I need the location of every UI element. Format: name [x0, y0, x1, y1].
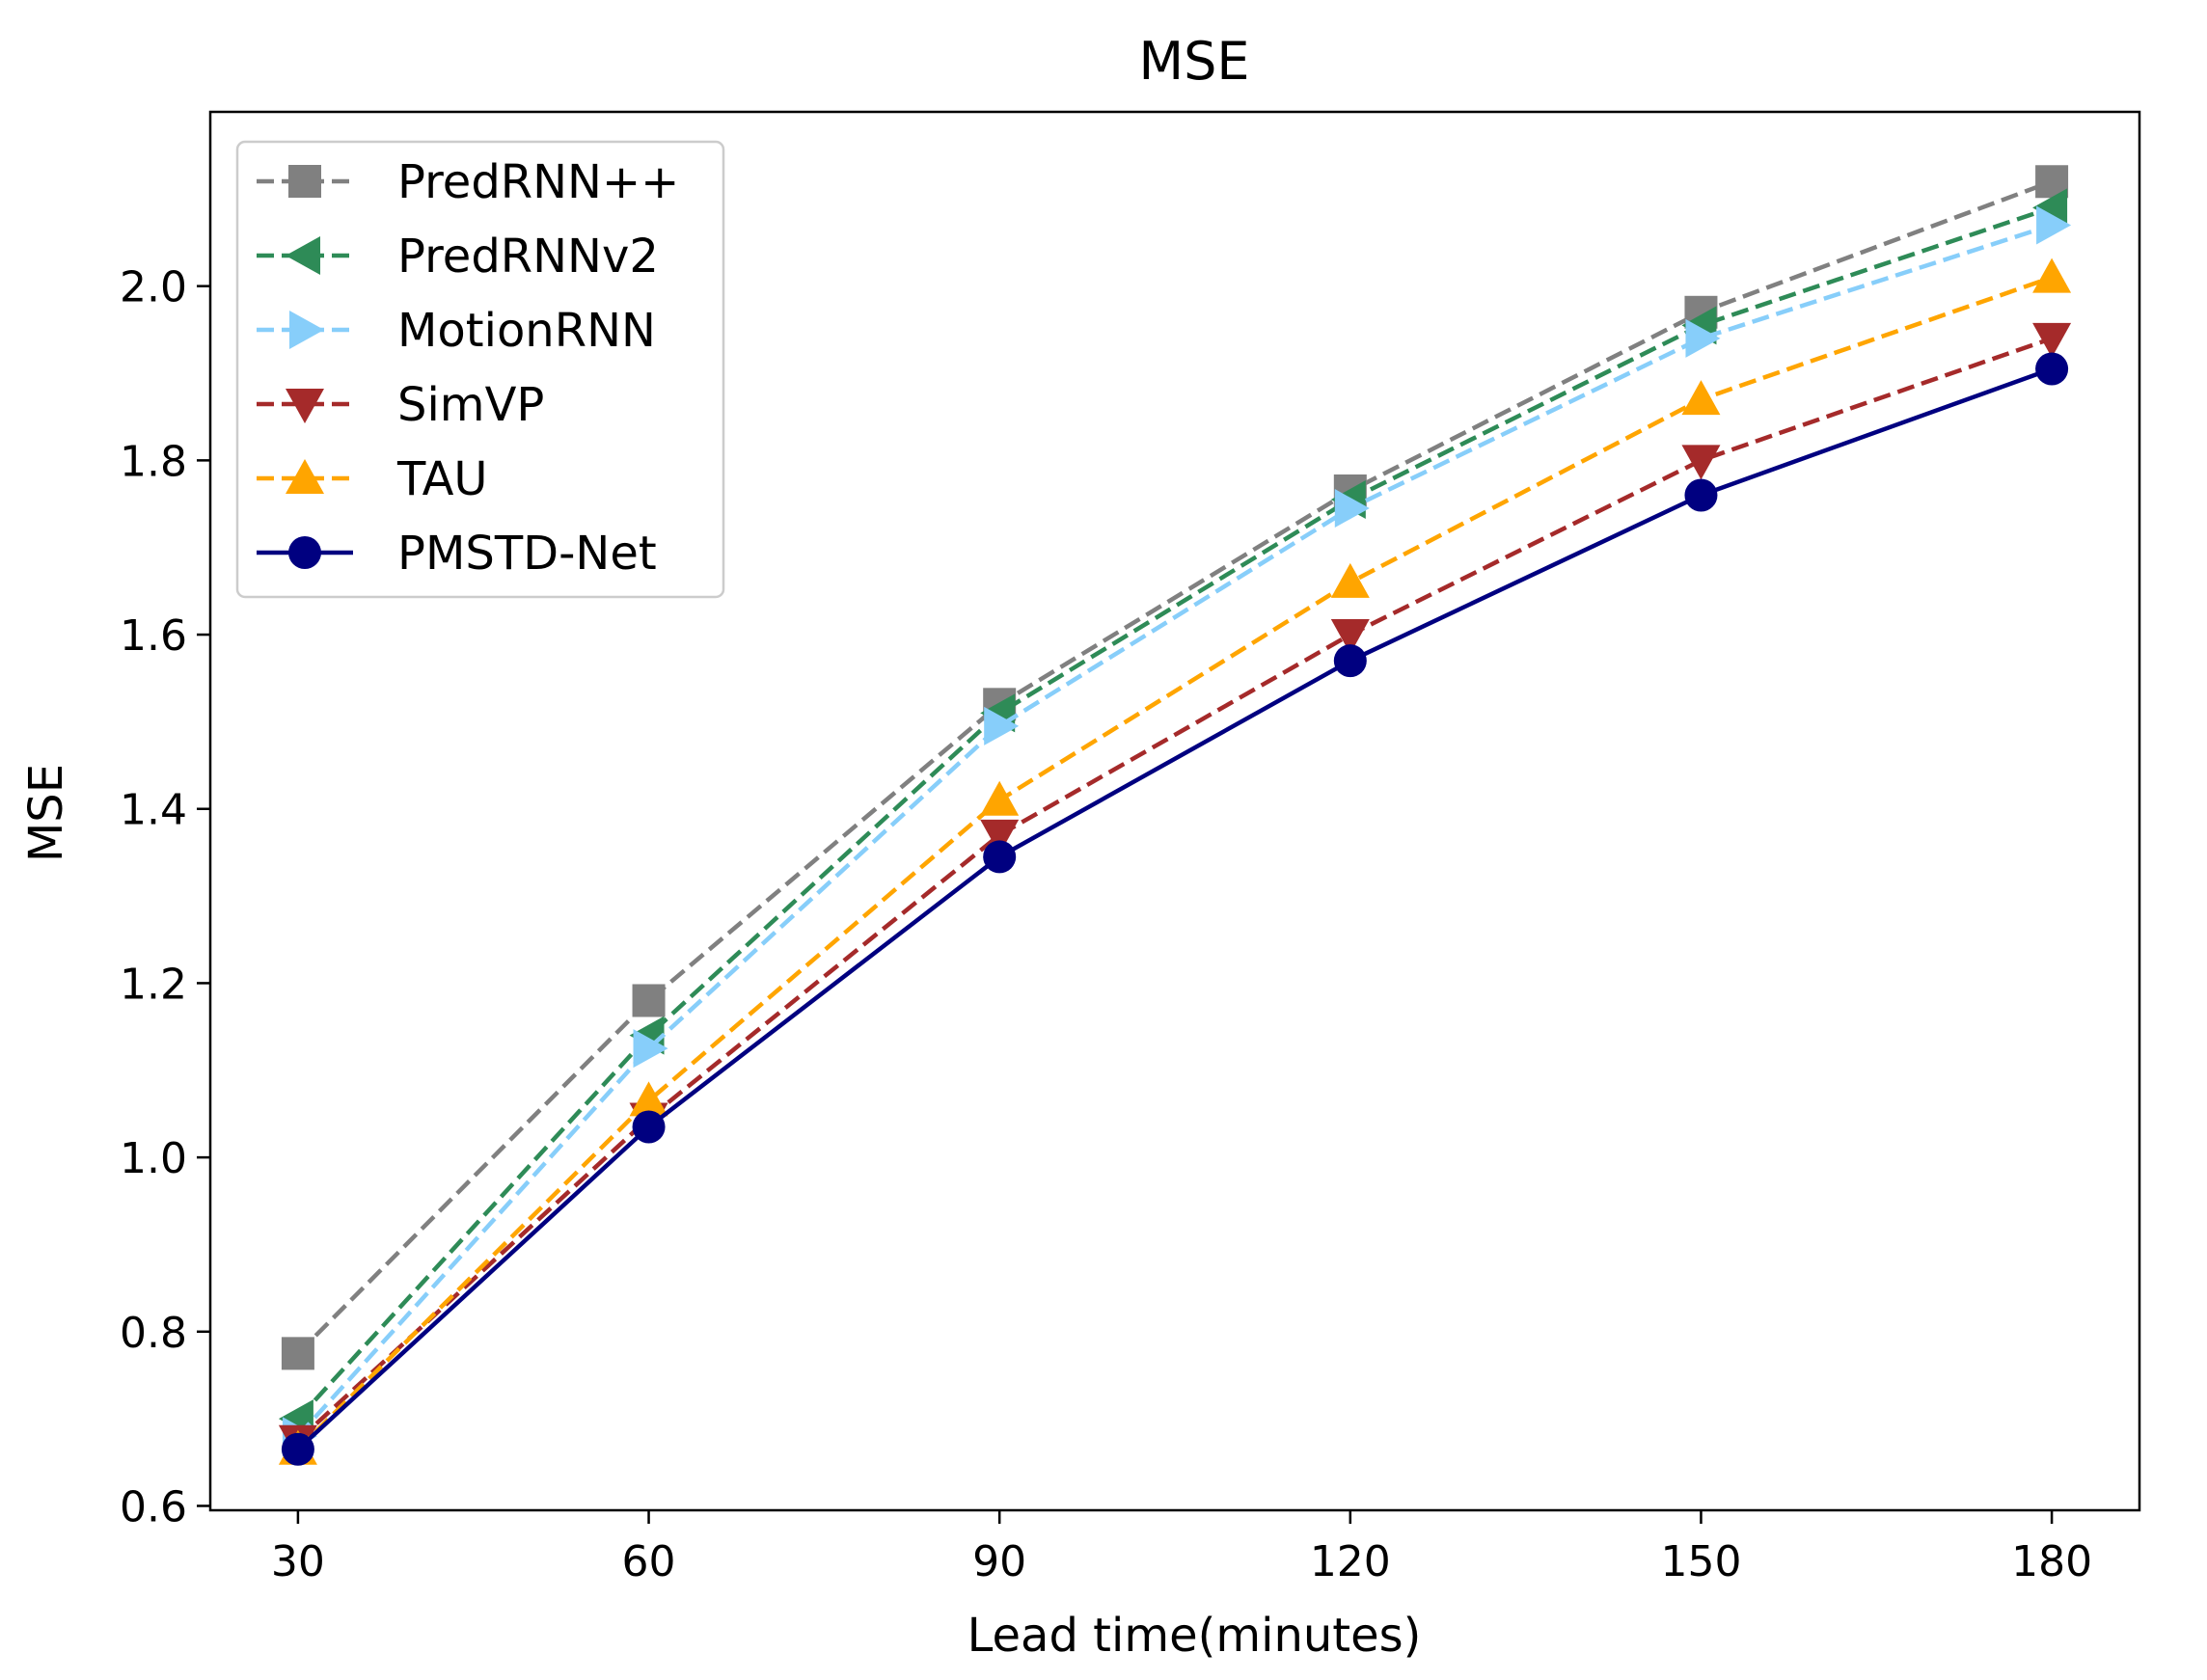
legend-marker	[286, 389, 324, 423]
legend-marker	[286, 236, 320, 275]
data-point	[2035, 352, 2069, 386]
series-line	[296, 275, 2053, 1451]
legend-marker	[288, 536, 321, 569]
legend-label: MotionRNN	[397, 304, 656, 358]
legend-label: PredRNNv2	[397, 230, 659, 284]
series-line	[296, 179, 2053, 1355]
legend-label: SimVP	[397, 378, 544, 432]
y-tick-label: 1.2	[120, 960, 187, 1009]
y-tick-label: 1.0	[120, 1134, 187, 1183]
x-tick-label: 90	[972, 1537, 1026, 1586]
data-point	[1330, 619, 1370, 655]
data-point	[1684, 478, 1718, 512]
data-point	[1685, 318, 1721, 358]
data-point	[632, 984, 666, 1017]
data-point	[2032, 257, 2072, 293]
y-axis-title: MSE	[19, 764, 73, 862]
y-tick-label: 1.8	[120, 437, 187, 486]
y-tick-label: 2.0	[120, 263, 187, 312]
data-point	[1334, 489, 1370, 528]
y-tick-label: 0.8	[120, 1309, 187, 1358]
data-point	[2036, 205, 2072, 245]
legend-item: PMSTD-Net	[257, 527, 657, 581]
legend-item: PredRNNv2	[257, 230, 659, 284]
series-line	[296, 336, 2053, 1443]
data-point	[633, 1029, 668, 1069]
data-point	[980, 819, 1020, 854]
legend-label: PredRNN++	[397, 155, 679, 209]
legend-marker	[286, 459, 324, 494]
data-point	[984, 706, 1020, 745]
data-point	[281, 1432, 314, 1466]
data-point	[2032, 188, 2068, 228]
legend-box	[235, 140, 725, 599]
legend-label: PMSTD-Net	[397, 527, 657, 581]
data-point	[632, 1110, 666, 1144]
y-tick-label: 0.6	[120, 1482, 187, 1531]
x-axis-title: Lead time(minutes)	[967, 1609, 1422, 1663]
data-point	[983, 840, 1017, 874]
legend-item: MotionRNN	[257, 304, 656, 358]
y-tick-label: 1.4	[120, 786, 187, 835]
data-point	[1333, 644, 1367, 678]
plot-area: 30 60 90 120 150 180 0.6 0.8 1.0 1.2 1.4 1.6 1.8 2.0 P…	[120, 110, 2141, 1586]
data-point	[1681, 445, 1721, 480]
legend-item: SimVP	[257, 378, 544, 432]
chart-title: MSE	[1139, 31, 1250, 92]
x-tick-label: 30	[271, 1537, 325, 1586]
series-motionrnn	[282, 205, 2072, 1456]
x-tick-label: 120	[1310, 1537, 1391, 1586]
x-tick-label: 60	[622, 1537, 676, 1586]
legend: PredRNN++ PredRNNv2 MotionRNN SimVP TAU PMSTD…	[235, 140, 725, 599]
legend-item: TAU	[257, 452, 488, 506]
data-point	[980, 780, 1020, 816]
legend-marker	[288, 165, 321, 198]
legend-label: TAU	[396, 452, 488, 506]
series-line	[296, 223, 2053, 1438]
axes-frame	[208, 110, 2141, 1512]
data-point	[281, 1337, 314, 1370]
data-point	[1681, 380, 1721, 416]
legend-item: PredRNN++	[257, 155, 679, 209]
data-point	[1330, 562, 1370, 598]
legend-marker	[289, 311, 324, 349]
series-pmstd-net	[281, 352, 2069, 1466]
series-line	[296, 366, 2053, 1451]
data-point	[629, 1081, 668, 1117]
series-line	[296, 205, 2053, 1421]
x-tick-label: 180	[2011, 1537, 2092, 1586]
x-tick-label: 150	[1660, 1537, 1741, 1586]
y-tick-label: 1.6	[120, 611, 187, 661]
data-point	[2032, 322, 2072, 358]
